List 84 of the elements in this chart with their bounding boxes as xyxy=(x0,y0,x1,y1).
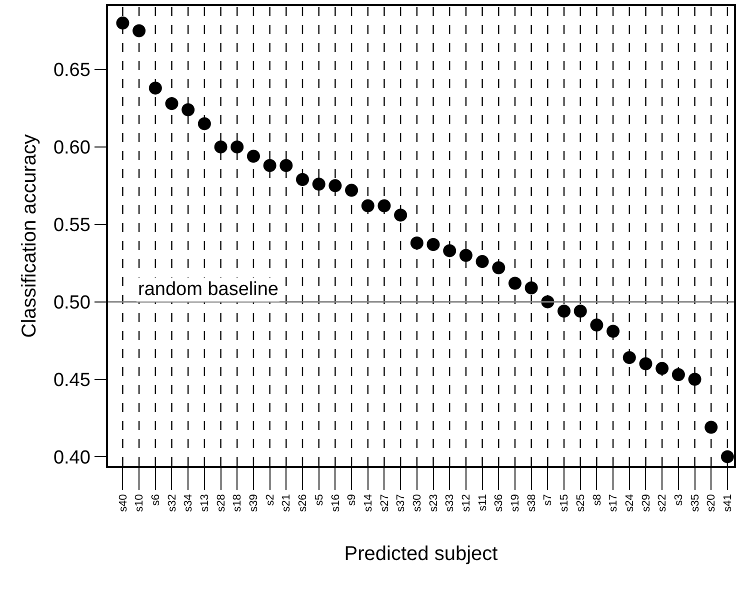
point xyxy=(508,276,522,290)
x-tick-label: s11 xyxy=(476,494,489,512)
point xyxy=(230,140,244,154)
point xyxy=(443,244,456,258)
point xyxy=(263,159,276,172)
point xyxy=(198,117,211,130)
x-tick-label: s41 xyxy=(722,494,734,512)
x-tick-label: s15 xyxy=(558,494,571,512)
point xyxy=(720,450,734,464)
x-tick-label: s8 xyxy=(591,494,604,506)
point xyxy=(639,357,652,370)
y-tick-label: 0.55 xyxy=(53,215,90,236)
point xyxy=(312,178,326,191)
point xyxy=(148,82,162,95)
point xyxy=(182,103,195,116)
x-tick-label: s7 xyxy=(542,494,554,506)
point xyxy=(214,140,228,154)
x-tick-label: s14 xyxy=(362,494,374,512)
x-tick-label: s32 xyxy=(166,494,178,512)
x-tick-label: s2 xyxy=(264,494,276,506)
point xyxy=(296,172,309,186)
point xyxy=(476,255,489,268)
x-tick-label: s28 xyxy=(215,494,228,512)
x-tick-label: s23 xyxy=(428,494,440,512)
x-tick-label: s20 xyxy=(706,494,718,512)
point xyxy=(492,261,506,274)
x-tick-label: s3 xyxy=(673,494,686,506)
y-tick-label: 0.50 xyxy=(53,292,90,314)
x-tick-label: s17 xyxy=(608,494,620,512)
x-tick-label: s29 xyxy=(640,494,652,512)
x-tick-label: s22 xyxy=(656,494,669,512)
point xyxy=(328,179,342,192)
point xyxy=(280,159,293,172)
x-tick-label: s33 xyxy=(444,494,456,512)
point xyxy=(459,248,472,262)
x-tick-label: s35 xyxy=(689,494,702,512)
x-tick-label: s30 xyxy=(411,494,424,512)
x-tick-label: s16 xyxy=(330,494,342,512)
point xyxy=(524,281,538,294)
point xyxy=(590,318,604,332)
point xyxy=(246,150,260,163)
y-axis-title: Classification accuracy xyxy=(18,134,40,338)
x-tick-label: s27 xyxy=(378,494,391,512)
point xyxy=(656,362,669,375)
x-tick-label: s6 xyxy=(150,494,162,506)
x-tick-label: s26 xyxy=(297,494,310,512)
x-tick-label: s9 xyxy=(346,494,358,506)
point xyxy=(410,236,424,250)
x-axis-title: Predicted subject xyxy=(344,542,498,565)
x-tick-label: s37 xyxy=(395,494,408,512)
point xyxy=(704,420,718,434)
point xyxy=(426,238,440,252)
x-tick-label: s25 xyxy=(574,494,587,512)
point xyxy=(394,208,408,222)
x-tick-label: s38 xyxy=(526,494,538,512)
y-tick-label: 0.40 xyxy=(53,447,90,468)
x-tick-label: s40 xyxy=(117,494,130,512)
y-tick-label: 0.45 xyxy=(53,370,90,391)
point xyxy=(574,304,587,318)
x-tick-label: s39 xyxy=(248,494,260,512)
ref-line-label: random baseline xyxy=(138,279,278,300)
point xyxy=(672,368,685,382)
point xyxy=(688,372,702,386)
y-tick-label: 0.60 xyxy=(53,138,90,159)
point xyxy=(606,324,620,338)
point xyxy=(132,24,146,38)
x-tick-label: s21 xyxy=(280,494,293,512)
point xyxy=(361,199,374,212)
point xyxy=(378,199,391,212)
y-tick-label: 0.65 xyxy=(53,60,90,82)
point xyxy=(558,304,571,318)
point xyxy=(165,97,178,110)
point xyxy=(622,351,636,364)
point xyxy=(116,16,130,30)
x-tick-label: s10 xyxy=(134,494,146,512)
x-tick-label: s13 xyxy=(199,494,212,512)
x-tick-label: s24 xyxy=(624,494,636,512)
x-tick-label: s19 xyxy=(510,494,522,512)
x-tick-label: s12 xyxy=(460,494,473,512)
x-tick-label: s34 xyxy=(182,494,195,512)
x-tick-label: s18 xyxy=(232,494,244,512)
x-tick-label: s5 xyxy=(313,494,326,506)
point xyxy=(345,184,358,197)
x-tick-label: s36 xyxy=(493,494,506,512)
